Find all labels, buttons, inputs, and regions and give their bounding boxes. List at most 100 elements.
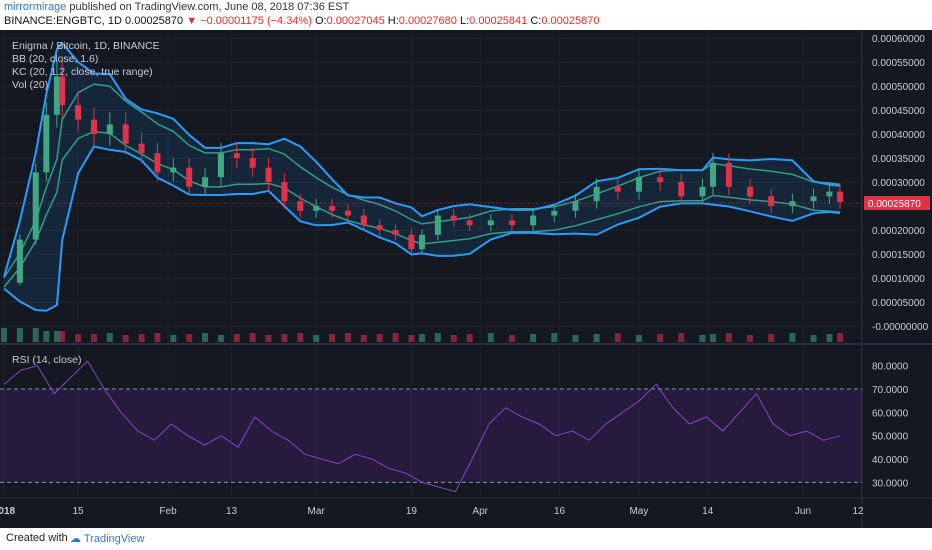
candle-body: [329, 206, 336, 211]
candle-body: [768, 196, 775, 206]
publish-line: mirrormirage published on TradingView.co…: [4, 1, 349, 13]
volume-bar: [408, 335, 415, 342]
candle-body: [408, 234, 415, 250]
volume-bar: [530, 334, 537, 342]
ohlc-l-label: L:: [459, 15, 470, 27]
rsi-tick-label: 40.0000: [872, 455, 909, 466]
volume-bar: [1, 328, 7, 342]
legend-bb[interactable]: BB (20, close, 1.6): [12, 53, 98, 65]
price-tick-label: 0.00020000: [872, 226, 925, 237]
volume-bar: [466, 334, 473, 342]
candle-body: [614, 186, 621, 192]
candle-body: [59, 76, 66, 106]
rsi-band-fill: [0, 389, 862, 483]
candle-body: [572, 201, 579, 211]
legend-kc[interactable]: KC (20, 1.2, close, true range): [12, 66, 153, 78]
candle-body: [551, 210, 558, 216]
ohlc-high: 0.00027680: [398, 15, 457, 27]
volume-bar: [297, 333, 304, 342]
candle-body: [747, 186, 754, 197]
candle-body: [593, 186, 600, 202]
candle-body: [710, 162, 717, 187]
candle-body: [466, 220, 473, 226]
rsi-tick-label: 80.0000: [872, 362, 909, 373]
volume-bar: [572, 335, 579, 342]
symbol-label: BINANCE:ENGBTC, 1D: [4, 15, 122, 27]
candle-body: [281, 182, 288, 202]
candle-body: [217, 153, 224, 178]
footer: Created with ☁ TradingView: [0, 528, 932, 550]
tradingview-logo[interactable]: ☁ TradingView: [70, 532, 144, 545]
time-tick-label: Apr: [472, 506, 488, 517]
candle-body: [392, 230, 399, 235]
rsi-tick-label: 60.0000: [872, 408, 909, 419]
volume-bar: [32, 328, 39, 342]
symbol-line: BINANCE:ENGBTC, 1D 0.00025870 ▼ −0.00001…: [4, 15, 599, 27]
volume-bar: [16, 328, 23, 342]
volume-bars: [1, 328, 843, 342]
time-tick-label: 14: [702, 506, 714, 517]
candle-body: [90, 119, 97, 134]
chart-area[interactable]: 0.00060000 0.00055000 0.00050000 0.00045000…: [0, 30, 932, 528]
candle-body: [122, 124, 129, 144]
time-tick-label: Feb: [159, 506, 177, 517]
candle-body: [344, 210, 351, 216]
time-tick-label: Jun: [795, 506, 811, 517]
volume-bar: [487, 333, 494, 342]
volume-bar: [419, 334, 425, 342]
publish-info: published on TradingView.com, June 08, 2…: [69, 1, 350, 13]
candle-body: [789, 201, 796, 206]
time-tick-label: 13: [226, 506, 238, 517]
time-axis-labels: 2018 15 Feb 13 Mar 19 Apr 16 May 14 Jun 12: [0, 506, 864, 517]
legend-rsi[interactable]: RSI (14, close): [12, 354, 81, 366]
candle-body: [297, 201, 304, 211]
volume-bar: [450, 335, 457, 342]
ohlc-close: 0.00025870: [541, 15, 600, 27]
time-tick-label: 15: [73, 506, 85, 517]
legend-vol[interactable]: Vol (20): [12, 79, 48, 91]
price-tick-label: -0.00000000: [872, 322, 929, 333]
volume-bar: [265, 335, 272, 342]
volume-bar: [313, 335, 320, 342]
candle-body: [202, 177, 209, 187]
legend-title: Enigma / Bitcoin, 1D, BINANCE: [12, 40, 160, 52]
candle-body: [106, 124, 113, 134]
volume-bar: [747, 335, 754, 342]
time-tick-label: 16: [554, 506, 566, 517]
candle-body: [360, 215, 367, 226]
candle-body: [53, 76, 60, 115]
price-tick-label: 0.00040000: [872, 130, 925, 141]
candle-body: [313, 206, 320, 211]
price-tick-label: 0.00045000: [872, 106, 925, 117]
volume-bar: [170, 335, 177, 342]
price-tick-label: 0.00010000: [872, 274, 925, 285]
created-with-label: Created with: [6, 532, 68, 544]
author-link[interactable]: mirrormirage: [4, 1, 67, 13]
volume-bar: [508, 335, 515, 342]
price-tick-label: 0.00015000: [872, 250, 925, 261]
ohlc-o-label: O:: [314, 15, 327, 27]
volume-bar: [710, 334, 717, 342]
candle-body: [678, 182, 685, 197]
volume-bar: [768, 334, 775, 342]
candle-body: [635, 177, 642, 192]
last-price: 0.00025870: [125, 15, 184, 27]
rsi-band: [0, 388, 862, 483]
volume-bar: [360, 335, 367, 342]
volume-bar: [138, 334, 145, 342]
candle-body: [138, 143, 145, 154]
candle-body: [487, 220, 494, 226]
candle-body: [16, 239, 23, 283]
volume-bar: [329, 334, 336, 342]
volume-bar: [186, 334, 193, 342]
volume-bar: [249, 333, 256, 342]
volume-bar: [90, 334, 97, 342]
last-price-tag: [864, 196, 930, 210]
time-tick-label: 19: [406, 506, 418, 517]
volume-bar: [392, 333, 399, 342]
price-tick-label: 0.00060000: [872, 34, 925, 45]
candle-body: [75, 105, 82, 120]
candlesticks: [16, 61, 843, 286]
volume-bar: [233, 334, 240, 342]
chart-svg[interactable]: 0.00060000 0.00055000 0.00050000 0.00045000…: [0, 30, 932, 528]
